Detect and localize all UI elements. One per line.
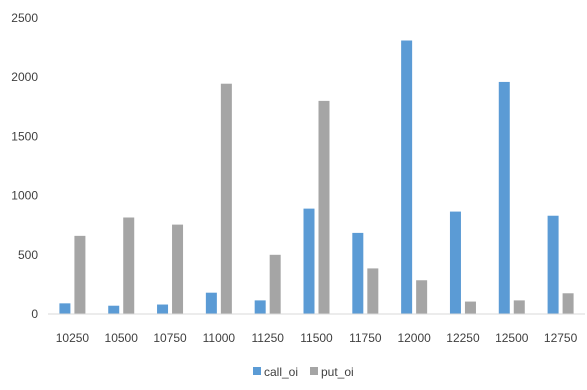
bar-put_oi-10500 <box>123 217 135 314</box>
bar-call_oi-10250 <box>59 303 71 314</box>
y-tick-label: 2000 <box>11 70 38 84</box>
legend: call_oi put_oi <box>253 365 354 379</box>
x-axis: 10250 10500 10750 11000 11250 11500 11750 12000… <box>56 331 578 345</box>
bar-call_oi-11750 <box>352 232 364 314</box>
bar-call_oi-10500 <box>108 305 120 314</box>
x-tick-label: 11750 <box>349 331 382 345</box>
bar-call_oi-12250 <box>449 211 461 314</box>
bar-put_oi-11000 <box>220 83 232 314</box>
legend-swatch-call_oi <box>253 367 261 375</box>
bar-call_oi-11500 <box>303 208 315 314</box>
bar-put_oi-12750 <box>562 293 574 314</box>
y-tick-label: 0 <box>31 307 38 321</box>
y-axis: 0 500 1000 1500 2000 2500 <box>11 11 38 321</box>
bar-call_oi-11250 <box>254 300 266 314</box>
x-tick-label: 11500 <box>300 331 333 345</box>
y-tick-label: 1000 <box>11 189 38 203</box>
bar-put_oi-10750 <box>172 224 184 314</box>
bars <box>59 40 574 314</box>
legend-swatch-put_oi <box>310 367 318 375</box>
x-tick-label: 12000 <box>397 331 431 345</box>
legend-label-call_oi: call_oi <box>264 365 298 379</box>
bar-put_oi-12000 <box>416 280 428 314</box>
bar-put_oi-11500 <box>318 100 330 314</box>
bar-put_oi-12250 <box>464 301 476 314</box>
y-tick-label: 1500 <box>11 129 38 143</box>
y-tick-label: 500 <box>18 248 38 262</box>
x-tick-label: 10250 <box>56 331 90 345</box>
x-tick-label: 11000 <box>203 331 236 345</box>
bar-put_oi-11250 <box>269 254 281 314</box>
legend-label-put_oi: put_oi <box>321 365 354 379</box>
x-tick-label: 12500 <box>495 331 529 345</box>
bar-put_oi-11750 <box>367 268 379 314</box>
x-tick-label: 10500 <box>105 331 139 345</box>
bar-put_oi-12500 <box>513 300 525 314</box>
bar-call_oi-12750 <box>547 215 559 314</box>
x-tick-label: 11250 <box>251 331 284 345</box>
bar-call_oi-12500 <box>498 81 510 314</box>
x-tick-label: 12250 <box>446 331 480 345</box>
x-tick-label: 12750 <box>544 331 578 345</box>
bar-call_oi-12000 <box>401 40 413 314</box>
y-tick-label: 2500 <box>11 11 38 25</box>
bar-put_oi-10250 <box>74 235 86 314</box>
bar-call_oi-10750 <box>157 304 169 314</box>
x-tick-label: 10750 <box>153 331 187 345</box>
bar-call_oi-11000 <box>205 292 217 314</box>
